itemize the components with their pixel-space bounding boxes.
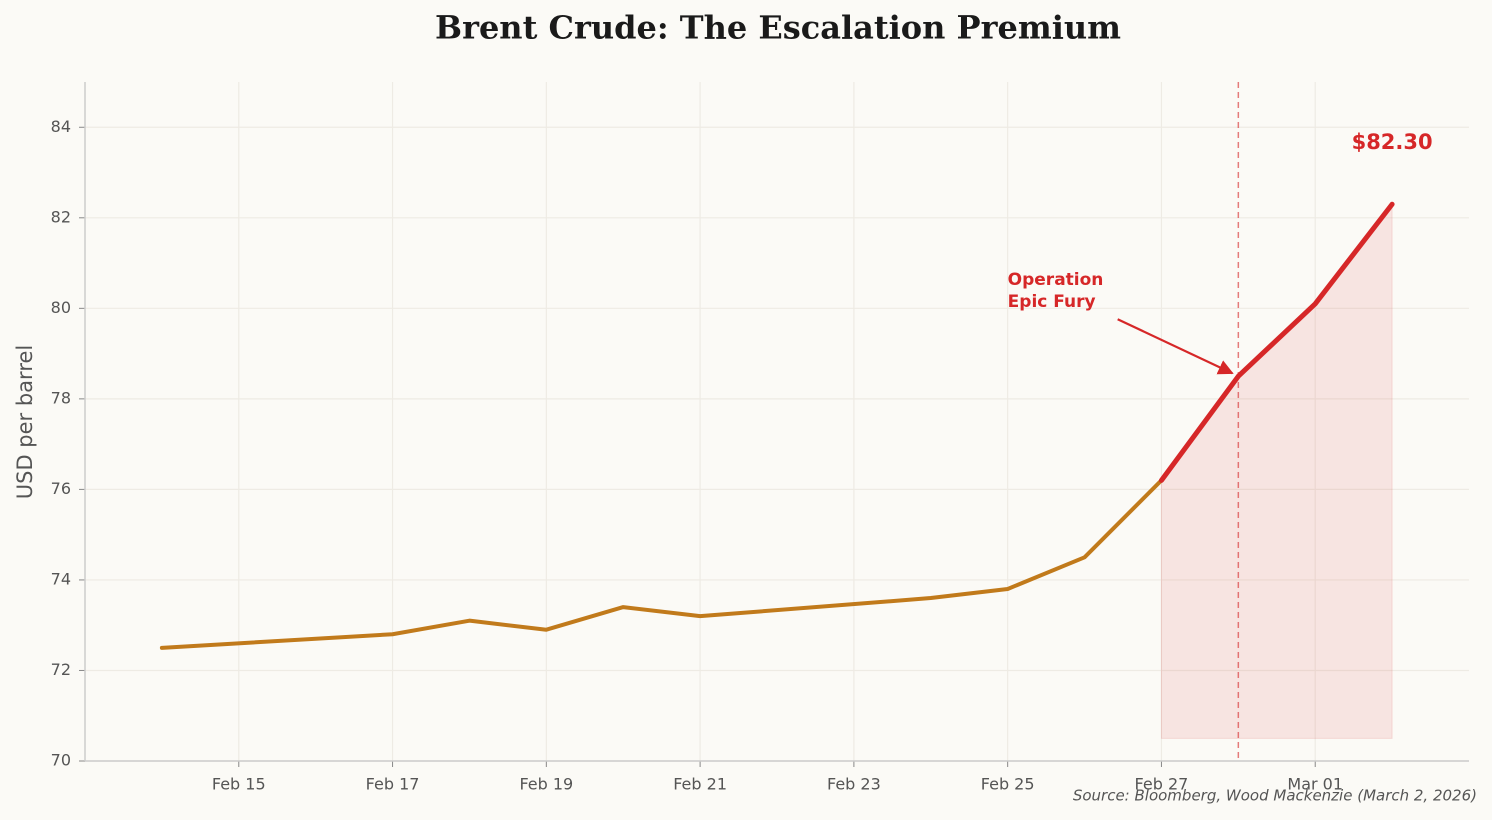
y-tick-label: 70 [51,751,71,770]
x-tick-label: Feb 15 [212,775,266,794]
x-tick-label: Feb 25 [981,775,1035,794]
y-tick-label: 82 [51,207,71,226]
y-tick-label: 72 [51,660,71,679]
event-arrow [1117,318,1234,375]
x-tick-label: Feb 21 [673,775,727,794]
area-fill [1160,202,1393,739]
x-tick-label: Feb 27 [1135,775,1189,794]
y-tick-label: 84 [51,117,71,136]
event-label: Operation [1008,270,1104,290]
source-note: Source: Bloomberg, Wood Mackenzie (March… [1073,787,1477,805]
x-tick-label: Feb 23 [827,775,881,794]
line [1158,201,1395,483]
y-tick-label: 78 [51,388,71,407]
y-tick-label: 76 [51,479,71,498]
value-label: $82.30 [1352,130,1433,154]
line [159,478,1164,650]
chart-title: Brent Crude: The Escalation Premium [435,9,1121,47]
event-label: Epic Fury [1008,292,1096,312]
x-tick-label: Feb 17 [366,775,420,794]
y-tick-label: 74 [51,569,71,588]
y-axis-label: USD per barrel [13,345,37,500]
x-tick-label: Mar 01 [1287,775,1343,794]
x-tick-label: Feb 19 [519,775,573,794]
y-tick-label: 80 [51,298,71,317]
